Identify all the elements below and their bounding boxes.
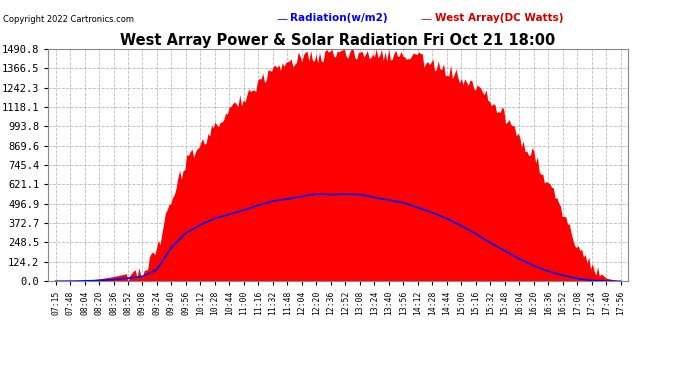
Text: —: — bbox=[276, 14, 287, 24]
Text: Copyright 2022 Cartronics.com: Copyright 2022 Cartronics.com bbox=[3, 15, 135, 24]
Text: West Array(DC Watts): West Array(DC Watts) bbox=[435, 13, 563, 23]
Text: —: — bbox=[421, 14, 432, 24]
Title: West Array Power & Solar Radiation Fri Oct 21 18:00: West Array Power & Solar Radiation Fri O… bbox=[121, 33, 555, 48]
Text: Radiation(w/m2): Radiation(w/m2) bbox=[290, 13, 387, 23]
